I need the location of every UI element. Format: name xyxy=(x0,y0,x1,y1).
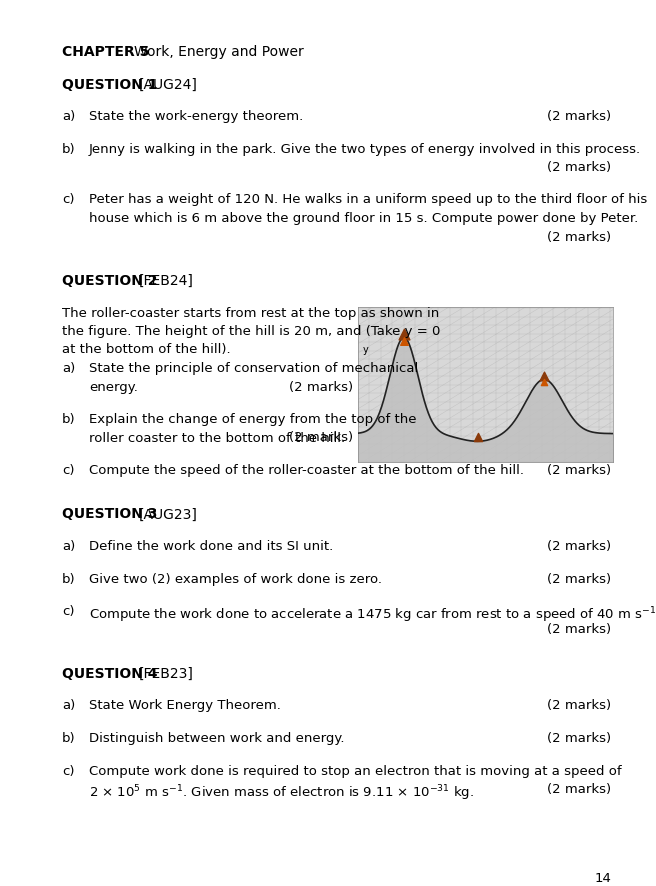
Text: Give two (2) examples of work done is zero.: Give two (2) examples of work done is ze… xyxy=(89,572,382,586)
Text: roller coaster to the bottom of the hill.: roller coaster to the bottom of the hill… xyxy=(89,431,345,445)
Text: house which is 6 m above the ground floor in 15 s. Compute power done by Peter.: house which is 6 m above the ground floo… xyxy=(89,212,638,225)
Text: at the bottom of the hill).: at the bottom of the hill). xyxy=(62,344,231,356)
Point xyxy=(539,376,549,390)
Text: QUESTION 2: QUESTION 2 xyxy=(62,274,157,288)
Text: Compute work done is required to stop an electron that is moving at a speed of: Compute work done is required to stop an… xyxy=(89,765,622,778)
Text: c): c) xyxy=(62,765,75,778)
Text: a): a) xyxy=(62,540,75,553)
Text: the figure. The height of the hill is 20 m, and (Take y = 0: the figure. The height of the hill is 20… xyxy=(62,325,440,338)
Text: (2 marks): (2 marks) xyxy=(547,230,611,244)
Text: Work, Energy and Power: Work, Energy and Power xyxy=(134,45,304,59)
Text: y: y xyxy=(363,345,369,355)
Text: Explain the change of energy from the top of the: Explain the change of energy from the to… xyxy=(89,413,417,426)
Text: (2 marks): (2 marks) xyxy=(547,464,611,477)
Text: Define the work done and its SI unit.: Define the work done and its SI unit. xyxy=(89,540,333,553)
Text: CHAPTER 5: CHAPTER 5 xyxy=(62,45,150,59)
Text: [AUG23]: [AUG23] xyxy=(139,508,198,522)
Text: QUESTION 4: QUESTION 4 xyxy=(62,667,157,681)
Text: [FEB24]: [FEB24] xyxy=(139,274,194,288)
Text: (2 marks): (2 marks) xyxy=(547,624,611,636)
Text: (2 marks): (2 marks) xyxy=(289,431,353,445)
Text: Jenny is walking in the park. Give the two types of energy involved in this proc: Jenny is walking in the park. Give the t… xyxy=(89,143,641,156)
Text: (2 marks): (2 marks) xyxy=(547,110,611,123)
Text: energy.: energy. xyxy=(89,380,138,393)
Text: [AUG24]: [AUG24] xyxy=(139,77,198,91)
Text: [FEB23]: [FEB23] xyxy=(139,667,194,681)
Text: c): c) xyxy=(62,464,75,477)
Text: (2 marks): (2 marks) xyxy=(547,572,611,586)
Text: a): a) xyxy=(62,110,75,123)
Point xyxy=(399,327,409,341)
Text: QUESTION 3: QUESTION 3 xyxy=(62,508,157,522)
Text: (2 marks): (2 marks) xyxy=(547,161,611,174)
Text: a): a) xyxy=(62,362,75,375)
Text: State the work-energy theorem.: State the work-energy theorem. xyxy=(89,110,303,123)
Point xyxy=(472,430,483,444)
Text: Compute the speed of the roller-coaster at the bottom of the hill.: Compute the speed of the roller-coaster … xyxy=(89,464,524,477)
Text: Compute the work done to accelerate a 1475 kg car from rest to a speed of 40 m s: Compute the work done to accelerate a 14… xyxy=(89,605,656,625)
Text: (2 marks): (2 marks) xyxy=(547,732,611,745)
Text: b): b) xyxy=(62,732,75,745)
Text: 14: 14 xyxy=(594,872,611,885)
Text: c): c) xyxy=(62,193,75,206)
Point xyxy=(399,333,409,347)
Text: (2 marks): (2 marks) xyxy=(547,783,611,796)
Text: State Work Energy Theorem.: State Work Energy Theorem. xyxy=(89,700,281,712)
Text: (2 marks): (2 marks) xyxy=(547,700,611,712)
Text: Peter has a weight of 120 N. He walks in a uniform speed up to the third floor o: Peter has a weight of 120 N. He walks in… xyxy=(89,193,647,206)
Text: QUESTION 1: QUESTION 1 xyxy=(62,77,157,91)
Text: (2 marks): (2 marks) xyxy=(289,380,353,393)
Text: State the principle of conservation of mechanical: State the principle of conservation of m… xyxy=(89,362,419,375)
Text: (2 marks): (2 marks) xyxy=(547,540,611,553)
Text: b): b) xyxy=(62,413,75,426)
Text: b): b) xyxy=(62,143,75,156)
Text: 2 $\times$ 10$^{5}$ m s$^{-1}$. Given mass of electron is 9.11 $\times$ 10$^{-31: 2 $\times$ 10$^{5}$ m s$^{-1}$. Given ma… xyxy=(89,783,474,803)
Text: Distinguish between work and energy.: Distinguish between work and energy. xyxy=(89,732,344,745)
Point xyxy=(539,369,549,384)
Text: The roller-coaster starts from rest at the top as shown in: The roller-coaster starts from rest at t… xyxy=(62,307,440,320)
Text: a): a) xyxy=(62,700,75,712)
Text: b): b) xyxy=(62,572,75,586)
Text: c): c) xyxy=(62,605,75,618)
